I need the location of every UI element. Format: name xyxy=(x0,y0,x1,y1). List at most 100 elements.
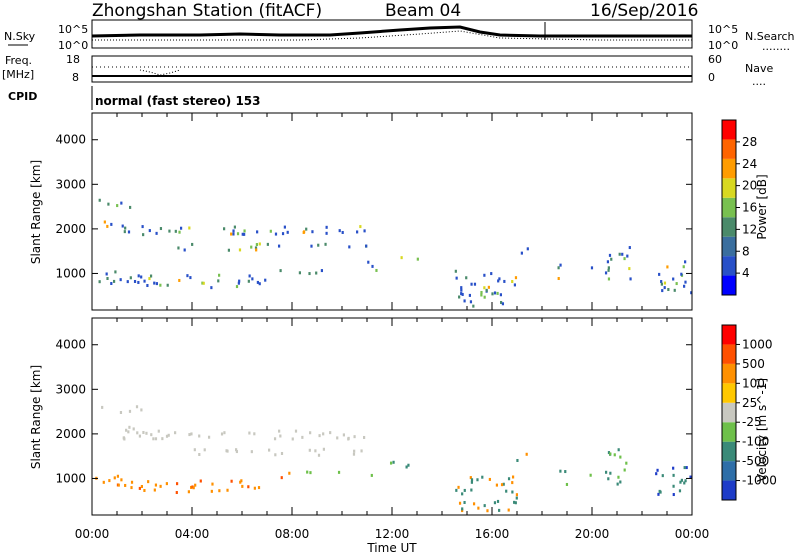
echo-cell xyxy=(225,449,228,453)
echo-cell xyxy=(501,302,505,306)
echo-cell xyxy=(469,476,472,480)
echo-cell xyxy=(306,470,309,474)
echo-cell xyxy=(148,229,151,233)
echo-cell xyxy=(168,229,171,233)
echo-cell xyxy=(338,229,341,233)
echo-cell xyxy=(604,271,608,275)
freq-left-label-2: [MHz] xyxy=(2,68,34,81)
echo-cell xyxy=(672,484,675,488)
echo-cell xyxy=(502,482,505,486)
echo-cell xyxy=(609,471,612,475)
echo-cell xyxy=(352,452,356,456)
echo-cell xyxy=(520,251,523,255)
echo-cell xyxy=(336,436,339,440)
echo-cell xyxy=(511,280,514,284)
echo-cell xyxy=(458,501,462,505)
echo-cell xyxy=(240,479,243,483)
noise-right-tick-top: 10^5 xyxy=(708,23,738,36)
colorbar-tick-label: 28 xyxy=(742,135,757,149)
echo-cell xyxy=(250,245,253,249)
echo-cell xyxy=(137,280,140,284)
echo-cell xyxy=(468,293,472,297)
echo-cell xyxy=(493,501,497,505)
echo-cell xyxy=(143,488,146,492)
echo-cell xyxy=(190,432,193,436)
echo-cell xyxy=(470,488,473,492)
echo-cell xyxy=(258,282,261,286)
echo-cell xyxy=(496,499,500,503)
colorbar-tick-label: 1000 xyxy=(742,337,773,351)
velocity-y-ticks: 4000 3000 2000 1000 xyxy=(55,338,692,485)
echo-cell xyxy=(286,230,289,234)
echo-cell xyxy=(353,449,356,453)
echo-cell xyxy=(499,293,503,297)
echo-cell xyxy=(274,232,278,236)
echo-cell xyxy=(120,201,123,205)
echo-cell xyxy=(106,276,109,280)
echo-cell xyxy=(116,204,119,208)
echo-cell xyxy=(626,254,629,258)
echo-cell xyxy=(125,428,128,432)
echo-cell xyxy=(137,274,140,278)
echo-cell xyxy=(680,272,683,276)
velocity-data-layer xyxy=(95,405,692,513)
y-tick-label: 4000 xyxy=(55,133,86,147)
echo-cell xyxy=(672,473,675,477)
colorbar-segment xyxy=(722,139,736,159)
echo-cell xyxy=(142,233,145,237)
nave-tick-bottom: 0 xyxy=(708,71,715,84)
echo-cell xyxy=(359,225,362,229)
echo-cell xyxy=(258,242,261,246)
echo-cell xyxy=(660,280,663,284)
echo-cell xyxy=(367,260,370,264)
echo-cell xyxy=(619,480,622,484)
echo-cell xyxy=(223,431,226,435)
echo-cell xyxy=(608,253,612,257)
echo-cell xyxy=(666,265,669,269)
echo-cell xyxy=(129,205,132,209)
echo-cell xyxy=(363,229,366,233)
echo-cell xyxy=(469,300,473,304)
echo-cell xyxy=(142,430,145,434)
echo-cell xyxy=(191,242,194,246)
echo-cell xyxy=(342,433,346,437)
echo-cell xyxy=(159,484,162,488)
echo-cell xyxy=(248,431,251,435)
colorbar-tick-label: 25 xyxy=(742,396,757,410)
y-tick-label: 1000 xyxy=(55,471,86,485)
echo-cell xyxy=(108,479,111,483)
echo-cell xyxy=(165,482,168,486)
echo-cell xyxy=(613,453,616,457)
echo-cell xyxy=(298,271,302,275)
echo-cell xyxy=(129,276,132,280)
echo-cell xyxy=(310,244,313,248)
noise-search-line xyxy=(92,30,692,41)
echo-cell xyxy=(311,230,314,234)
echo-cell xyxy=(255,243,259,247)
echo-cell xyxy=(370,473,373,477)
echo-cell xyxy=(454,269,457,273)
nave-label: Nave xyxy=(745,62,773,75)
y-tick-label: 4000 xyxy=(55,338,86,352)
echo-cell xyxy=(291,437,294,441)
echo-cell xyxy=(628,246,631,250)
echo-cell xyxy=(685,466,688,470)
echo-cell xyxy=(308,272,311,276)
echo-cell xyxy=(305,227,308,231)
echo-cell xyxy=(472,304,475,308)
echo-cell xyxy=(98,198,101,202)
echo-cell xyxy=(192,486,195,490)
colorbar-segment xyxy=(722,158,736,179)
echo-cell xyxy=(606,260,610,264)
velocity-cbar-label: Velocity [m s^-1] xyxy=(755,378,769,482)
echo-cell xyxy=(232,232,235,236)
echo-cell xyxy=(268,448,271,452)
freq-left-tick-bottom: 8 xyxy=(72,71,79,84)
echo-cell xyxy=(460,288,463,292)
echo-cell xyxy=(236,232,240,236)
x-tick-label: 08:00 xyxy=(275,527,310,541)
echo-cell xyxy=(138,486,141,490)
echo-cell xyxy=(154,437,158,441)
colorbar-frame xyxy=(721,324,737,501)
echo-cell xyxy=(616,482,619,486)
